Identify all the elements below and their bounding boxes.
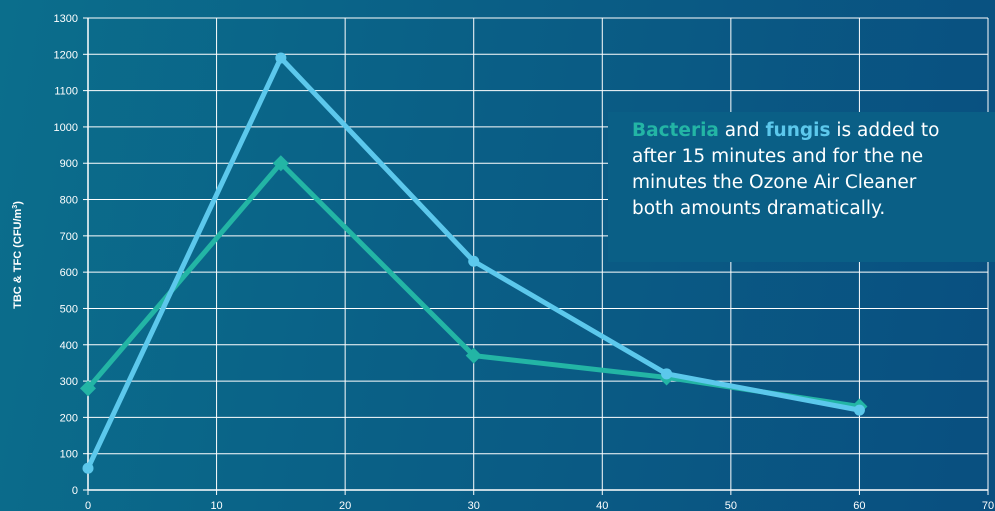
y-tick-label: 1300: [54, 13, 78, 25]
data-point-circle: [82, 462, 94, 474]
x-axis-tick-labels: 0 10 20 30 40 50 60 70: [85, 500, 994, 511]
y-tick-label: 800: [60, 195, 78, 207]
data-point-circle: [468, 255, 480, 267]
y-tick-label: 1000: [54, 122, 78, 134]
grid-lines: [87, 17, 989, 491]
x-tick-label: 0: [85, 500, 91, 511]
y-axis-tick-labels: 0 100 200 300 400 500 600 700 800 900 1000 1100 1200…: [54, 13, 78, 497]
data-point-circle: [661, 368, 673, 380]
y-tick-label: 400: [60, 340, 78, 352]
x-tick-label: 70: [982, 500, 994, 511]
annotation-line-2: after 15 minutes and for the ne: [632, 146, 924, 167]
x-tick-label: 40: [596, 500, 608, 511]
y-tick-label: 500: [60, 303, 78, 315]
y-axis-title: TBC & TFC (CFU/m3): [12, 201, 24, 309]
x-tick-label: 10: [210, 500, 222, 511]
annotation-line-1: Bacteria and fungis is added to: [632, 118, 995, 144]
y-tick-label: 100: [60, 449, 78, 461]
y-tick-label: 1100: [54, 86, 78, 98]
annotation-and-text: and: [718, 120, 766, 141]
bacteria-highlight: Bacteria: [632, 120, 719, 141]
axes: [83, 17, 989, 495]
series-group: [80, 52, 868, 474]
annotation-line-1-rest: is added to: [830, 120, 940, 141]
x-tick-label: 20: [339, 500, 351, 511]
y-tick-label: 1200: [54, 49, 78, 61]
annotation-box: Bacteria and fungis is added to after 15…: [608, 112, 995, 262]
x-tick-label: 30: [468, 500, 480, 511]
annotation-line-3: minutes the Ozone Air Cleaner: [632, 172, 917, 193]
fungis-highlight: fungis: [765, 120, 831, 141]
annotation-line-4: both amounts dramatically.: [632, 198, 886, 219]
data-point-diamond: [80, 380, 96, 397]
data-point-circle: [275, 52, 287, 64]
y-tick-label: 900: [60, 158, 78, 170]
data-point-circle: [853, 404, 865, 416]
y-tick-label: 700: [60, 231, 78, 243]
x-tick-label: 50: [725, 500, 737, 511]
y-tick-label: 0: [72, 485, 78, 497]
x-tick-label: 60: [853, 500, 865, 511]
data-point-diamond: [465, 347, 482, 364]
y-tick-label: 200: [60, 412, 78, 424]
y-tick-label: 600: [60, 267, 78, 279]
data-point-diamond: [272, 155, 289, 172]
y-tick-label: 300: [60, 376, 78, 388]
